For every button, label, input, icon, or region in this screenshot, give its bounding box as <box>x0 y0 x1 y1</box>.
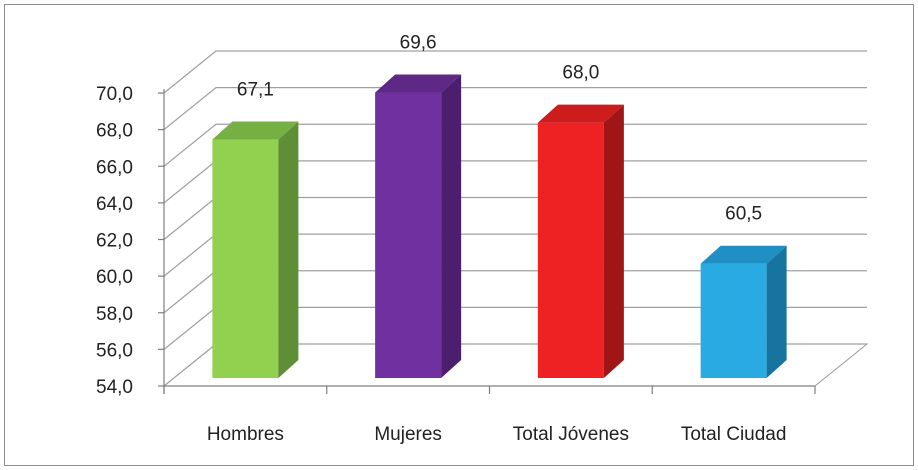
bar-top <box>537 104 624 123</box>
data-label: 67,1 <box>237 80 274 101</box>
bar-top <box>375 74 462 93</box>
y-tick-label: 60,0 <box>96 267 133 288</box>
bar-front <box>700 263 767 378</box>
bar-side <box>603 104 624 378</box>
bar-side <box>441 74 462 379</box>
data-label: 68,0 <box>562 63 599 84</box>
bar-front <box>375 92 442 379</box>
y-tick-label: 62,0 <box>96 231 133 252</box>
x-axis-category-labels: Hombres Mujeres Total Jóvenes Total Ciudad <box>207 424 787 445</box>
bar-chart: 54,0 56,0 58,0 60,0 62,0 64,0 66,0 68,0 70,0 Hom… <box>96 33 869 445</box>
x-category-label: Total Jóvenes <box>513 424 629 445</box>
bar-side <box>766 245 787 378</box>
bar-front <box>537 122 604 378</box>
y-tick-label: 64,0 <box>96 194 133 215</box>
bar-front <box>212 139 279 378</box>
x-category-label: Mujeres <box>374 424 442 445</box>
data-labels: 67,1 69,6 68,0 60,5 <box>237 33 762 225</box>
y-tick-label: 54,0 <box>96 377 133 398</box>
bars <box>212 74 787 379</box>
data-label: 60,5 <box>725 204 762 225</box>
bar-hombres <box>212 121 299 379</box>
gridline <box>163 50 867 94</box>
axis-lines <box>158 89 816 394</box>
y-tick-label: 56,0 <box>96 340 133 361</box>
y-tick-label: 66,0 <box>96 157 133 178</box>
x-category-label: Total Ciudad <box>681 424 787 445</box>
bar-total-jóvenes <box>537 104 624 378</box>
bar-top <box>700 245 787 264</box>
y-tick-label: 68,0 <box>96 121 133 142</box>
bar-side <box>278 121 299 379</box>
bar-total-ciudad <box>700 245 787 378</box>
y-tick-label: 58,0 <box>96 304 133 325</box>
data-label: 69,6 <box>400 33 437 54</box>
bar-top <box>212 121 299 140</box>
bar-mujeres <box>375 74 462 379</box>
chart-frame: 54,0 56,0 58,0 60,0 62,0 64,0 66,0 68,0 70,0 Hom… <box>4 4 914 466</box>
y-tick-label: 70,0 <box>96 84 133 105</box>
x-category-label: Hombres <box>207 424 284 445</box>
gridline <box>163 123 867 167</box>
y-axis-tick-labels: 54,0 56,0 58,0 60,0 62,0 64,0 66,0 68,0 70,0 <box>96 84 133 398</box>
gridline <box>163 87 867 131</box>
